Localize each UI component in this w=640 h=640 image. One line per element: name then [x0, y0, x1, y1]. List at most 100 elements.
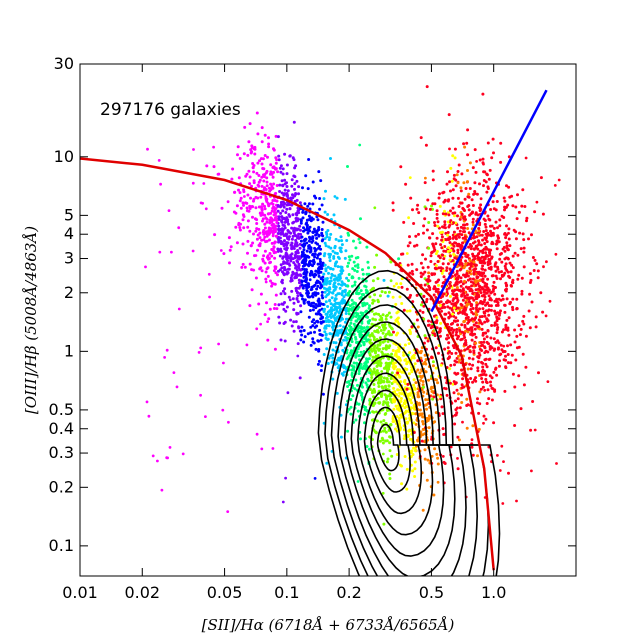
data-point	[260, 126, 264, 130]
data-point	[527, 237, 530, 241]
data-point	[382, 419, 386, 423]
data-point	[520, 289, 524, 293]
data-point	[449, 294, 452, 298]
data-point	[390, 352, 394, 356]
data-point	[460, 303, 464, 307]
data-point	[503, 199, 507, 203]
data-point	[448, 267, 452, 271]
data-point	[370, 349, 374, 353]
data-point	[389, 377, 393, 380]
data-point	[472, 349, 476, 353]
data-point	[160, 488, 164, 492]
data-point	[400, 302, 404, 305]
data-point	[359, 362, 363, 366]
data-point	[480, 233, 484, 237]
data-point	[311, 236, 315, 240]
data-point	[420, 412, 424, 416]
data-point	[312, 284, 316, 288]
data-point	[314, 233, 318, 237]
data-point	[329, 232, 333, 236]
data-point	[471, 380, 475, 384]
data-point	[242, 152, 246, 156]
data-point	[424, 336, 428, 340]
data-point	[265, 197, 269, 201]
data-point	[484, 251, 488, 255]
data-point	[386, 294, 390, 298]
data-point	[471, 223, 475, 227]
data-point	[474, 321, 478, 325]
data-point	[427, 275, 431, 278]
data-point	[323, 210, 327, 214]
data-point	[466, 330, 470, 334]
data-point	[239, 196, 243, 200]
data-point	[453, 288, 457, 292]
data-point	[456, 214, 459, 218]
data-point	[264, 280, 268, 284]
data-point	[454, 184, 458, 188]
data-point	[267, 226, 271, 230]
data-point	[475, 235, 479, 239]
data-point	[329, 276, 333, 280]
data-point	[302, 299, 306, 303]
data-point	[269, 211, 273, 215]
data-point	[432, 246, 436, 249]
data-point	[354, 301, 357, 305]
data-point	[441, 427, 445, 431]
data-point	[465, 141, 469, 145]
galaxy-count-annotation: 297176 galaxies	[100, 100, 241, 120]
data-point	[469, 367, 473, 371]
data-point	[537, 371, 540, 375]
data-point	[363, 405, 367, 409]
data-point	[521, 319, 525, 323]
data-point	[490, 376, 494, 380]
data-point	[449, 189, 452, 193]
data-point	[495, 297, 499, 301]
data-point	[335, 252, 339, 255]
data-point	[276, 209, 280, 213]
data-point	[363, 421, 366, 425]
data-point	[247, 169, 251, 173]
data-point	[467, 356, 471, 360]
data-point	[416, 393, 420, 397]
data-point	[352, 365, 356, 369]
data-point	[502, 460, 505, 463]
data-point	[383, 322, 387, 326]
data-point	[335, 362, 339, 366]
data-point	[260, 184, 264, 188]
data-point	[241, 218, 245, 222]
data-point	[429, 254, 433, 258]
data-point	[451, 188, 455, 192]
data-point	[469, 264, 473, 268]
data-point	[484, 247, 488, 251]
data-point	[456, 335, 460, 339]
data-point	[524, 365, 528, 369]
data-point	[412, 383, 416, 387]
data-point	[500, 444, 504, 448]
data-point	[530, 233, 533, 237]
data-point	[306, 231, 310, 235]
data-point	[271, 447, 275, 450]
data-point	[382, 400, 386, 404]
data-point	[519, 247, 523, 251]
data-point	[291, 213, 295, 217]
data-point	[322, 353, 326, 356]
data-point	[259, 195, 263, 199]
data-point	[431, 324, 434, 328]
data-point	[340, 293, 344, 297]
data-point	[296, 243, 299, 247]
data-point	[280, 266, 284, 270]
data-point	[450, 327, 454, 330]
data-point	[436, 224, 440, 228]
data-point	[327, 356, 331, 360]
data-point	[343, 256, 347, 260]
data-point	[291, 193, 294, 197]
data-point	[347, 354, 351, 358]
data-point	[488, 218, 492, 222]
data-point	[463, 197, 467, 201]
data-point	[448, 223, 452, 227]
data-point	[315, 287, 319, 291]
data-point	[423, 334, 427, 338]
data-point	[533, 210, 537, 214]
data-point	[506, 326, 510, 330]
data-point	[499, 352, 503, 356]
